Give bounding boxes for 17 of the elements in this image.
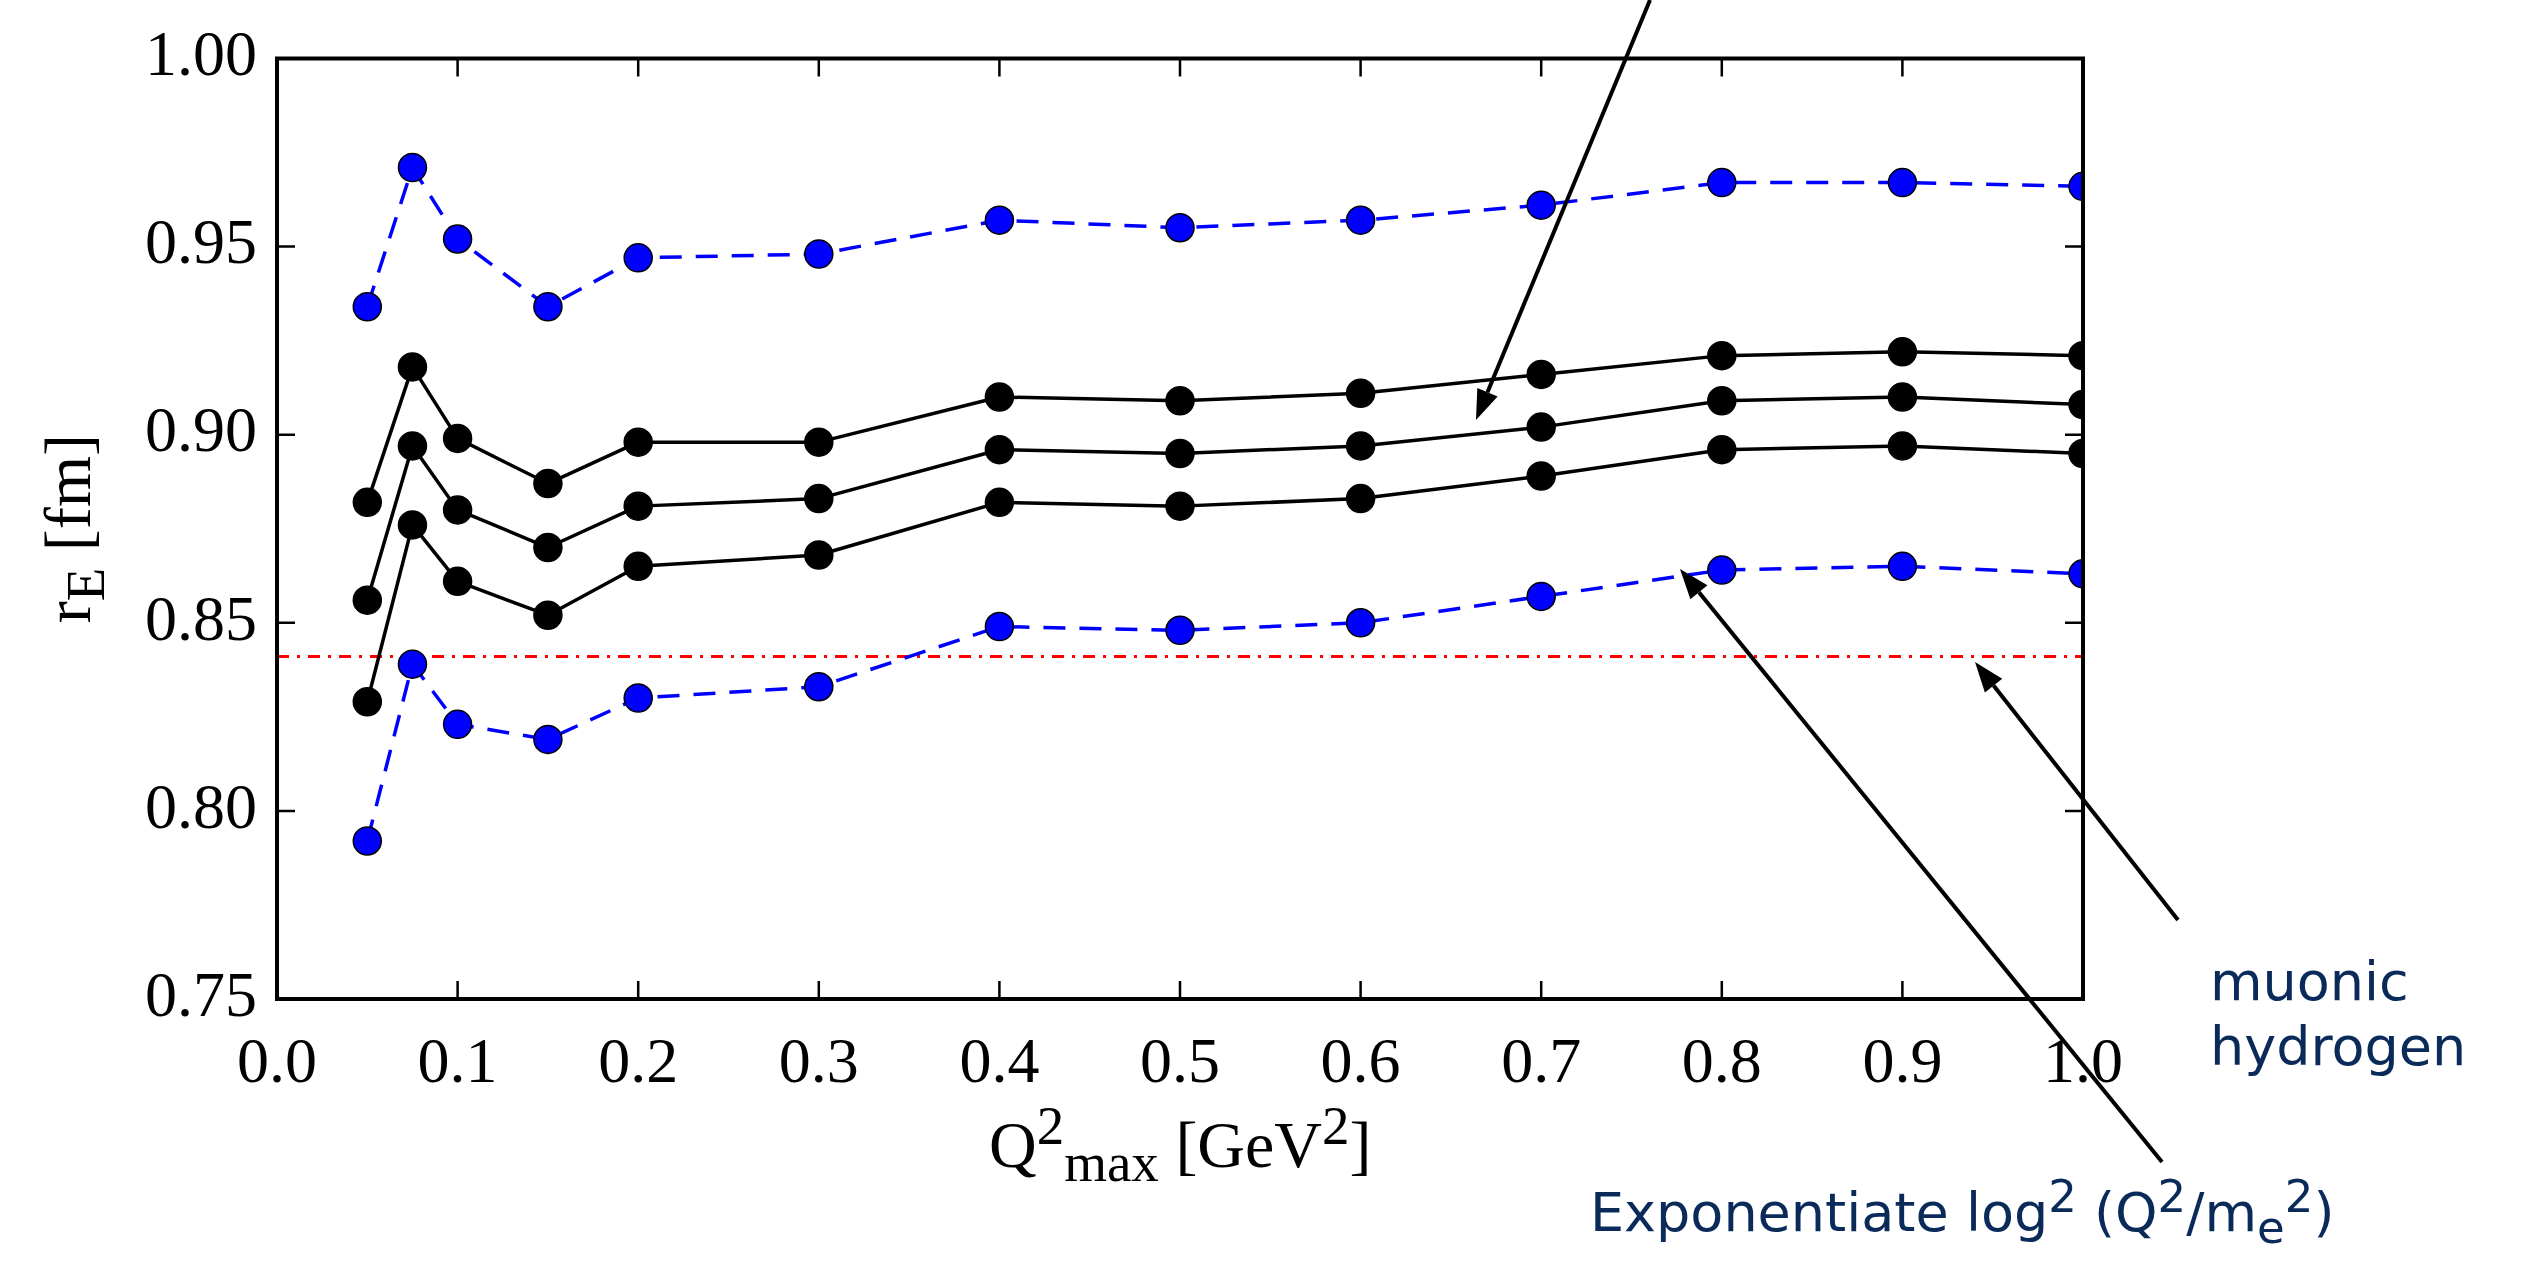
y-tick-label: 0.80 [145,770,257,842]
x-tick-label: 0.6 [1320,1025,1401,1097]
x-tick-label: 0.5 [1140,1025,1220,1097]
x-tick-label: 0.4 [959,1025,1040,1097]
x-axis-title: Q$^{2}$$_{max}$ [GeV$^{2}$] [989,1095,1372,1194]
x-tick-label: 0.8 [1681,1025,1762,1097]
x-tick-label: 0.9 [1862,1025,1943,1097]
text: muonic hydrogen [2210,950,2467,1080]
x-tick-label: 0.2 [598,1025,679,1097]
y-tick-label: 0.90 [145,394,257,466]
y-tick-label: 1.00 [145,18,257,90]
x-tick-label: 0.7 [1501,1025,1582,1097]
text: Exponentiate log$^{2}$ (Q$^{2}$/m$_{e}$$^{2}$) [1590,1170,2336,1255]
y-tick-label: 0.85 [145,582,257,654]
y-tick-label: 0.95 [145,206,257,278]
x-tick-label: 0.1 [417,1025,498,1097]
x-tick-label: 0.3 [778,1025,859,1097]
